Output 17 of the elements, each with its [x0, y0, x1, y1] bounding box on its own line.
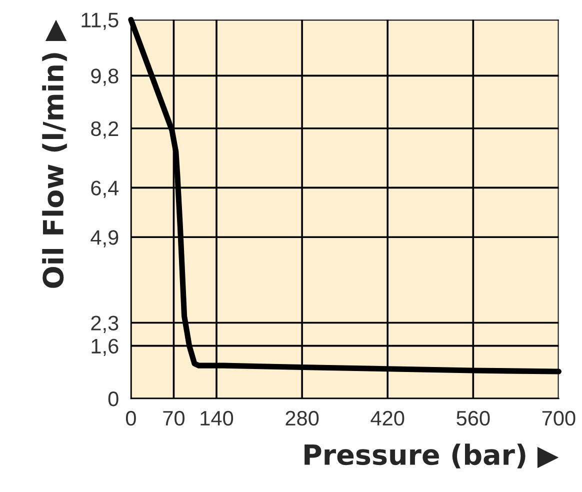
y-tick-label: 11,5: [82, 12, 118, 30]
x-tick-label: 70: [163, 410, 184, 426]
x-tick-label: 140: [200, 410, 234, 426]
x-tick-label: 280: [286, 410, 319, 426]
x-tick-label: 560: [456, 410, 490, 426]
y-axis-title: Oil Flow (l/min) ▶: [42, 20, 67, 288]
y-tick-label: 4,9: [90, 230, 118, 248]
x-tick-label: 420: [370, 410, 404, 426]
x-axis-title: Pressure (bar) ▶: [304, 444, 559, 468]
y-tick-label: 8,2: [91, 121, 118, 139]
y-tick-label: 6,4: [91, 180, 119, 198]
y-tick-label: 0: [108, 392, 118, 406]
y-tick-label: 9,8: [91, 68, 118, 86]
y-tick-label: 1,6: [92, 338, 118, 356]
x-tick-label: 700: [542, 410, 576, 426]
y-tick-label: 2,3: [91, 316, 118, 333]
x-tick-label: 0: [126, 410, 136, 426]
